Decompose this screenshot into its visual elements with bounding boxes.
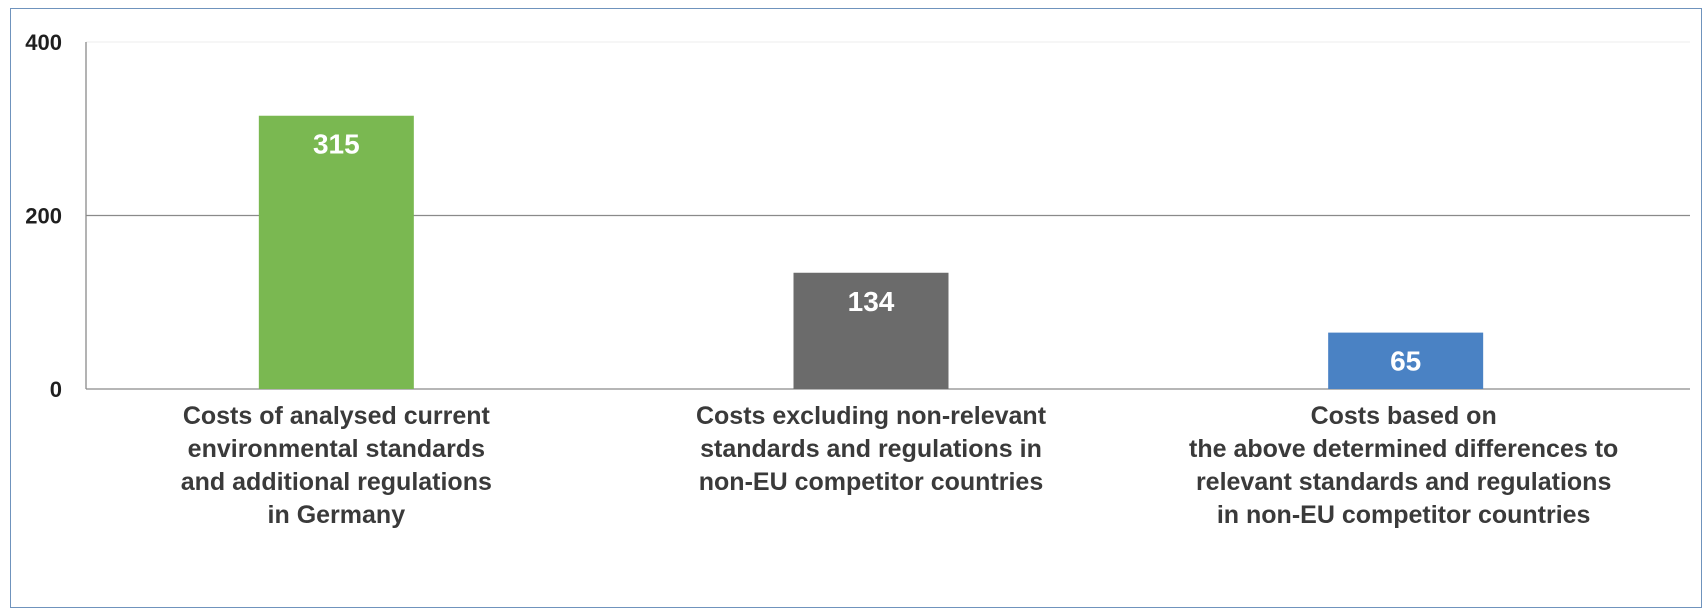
y-tick-label: 200: [25, 204, 62, 229]
category-label: standards and regulations in: [700, 435, 1042, 463]
bar: [1328, 332, 1484, 389]
y-tick-label: 400: [25, 30, 62, 55]
category-label: and additional regulations: [181, 468, 492, 496]
category-label: non-EU competitor countries: [699, 468, 1043, 496]
y-tick-label: 0: [50, 377, 62, 402]
category-label: Costs based on: [1311, 402, 1497, 430]
bar-chart: 0 200 400 315 Costs of analysed current envi…: [25, 30, 1690, 529]
category-label: the above determined differences to: [1189, 435, 1618, 463]
bar-layer: [258, 115, 1484, 390]
bar: [793, 272, 949, 389]
category-label: in Germany: [268, 501, 406, 529]
category-label: Costs excluding non-relevant: [696, 402, 1047, 430]
bar-value-label: 134: [848, 286, 895, 317]
bar: [258, 115, 414, 390]
category-label: in non-EU competitor countries: [1217, 501, 1591, 529]
label-layer: 315 Costs of analysed current environmenta…: [181, 129, 1619, 529]
category-label: Costs of analysed current: [183, 402, 491, 430]
bar-value-label: 315: [313, 129, 360, 160]
category-label: environmental standards: [188, 435, 485, 463]
bar-value-label: 65: [1390, 346, 1421, 377]
category-label: relevant standards and regulations: [1196, 468, 1611, 496]
